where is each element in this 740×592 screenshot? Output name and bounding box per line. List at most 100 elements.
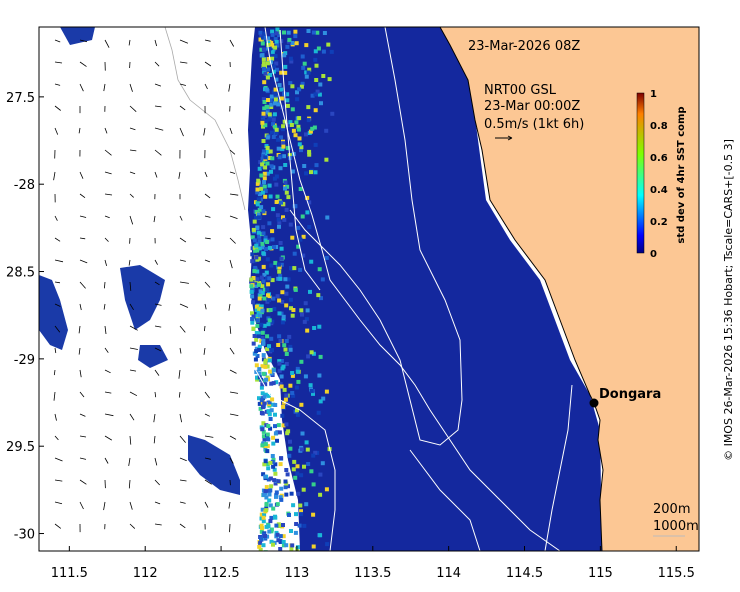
current-vector xyxy=(154,61,160,67)
sst-pixel xyxy=(279,200,283,205)
current-vector xyxy=(179,83,186,86)
current-vector xyxy=(104,127,108,134)
current-vector xyxy=(79,171,84,179)
sst-pixel xyxy=(254,308,259,313)
sst-pixel xyxy=(265,240,270,244)
lon-tick-label: 113 xyxy=(285,566,310,581)
sst-pixel xyxy=(264,87,269,92)
sst-pixel xyxy=(265,462,270,466)
sst-pixel xyxy=(276,146,281,151)
sst-pixel xyxy=(260,308,265,313)
sst-pixel xyxy=(252,280,257,285)
current-vector xyxy=(179,215,183,221)
sst-pixel xyxy=(278,534,283,539)
current-vector xyxy=(79,391,85,398)
sst-pixel xyxy=(288,56,293,61)
date-label: 23-Mar-2026 08Z xyxy=(468,39,580,54)
sst-pixel xyxy=(286,277,291,282)
current-vector xyxy=(104,171,112,175)
sst-pixel xyxy=(304,43,309,48)
sst-pixel xyxy=(274,494,278,499)
sst-pixel xyxy=(254,314,259,319)
current-vector xyxy=(104,391,112,394)
sst-pixel xyxy=(285,431,290,436)
sst-pixel xyxy=(304,440,309,445)
sst-pixel xyxy=(302,523,307,528)
sst-pixel xyxy=(258,547,263,551)
sst-pixel xyxy=(320,461,325,466)
current-vector xyxy=(54,347,57,354)
sst-pixel xyxy=(276,522,281,527)
sst-pixel xyxy=(307,225,312,229)
sst-pixel xyxy=(269,381,274,386)
sst-pixel xyxy=(312,125,317,130)
sst-pixel xyxy=(269,263,274,268)
current-vector xyxy=(178,369,181,379)
sst-pixel xyxy=(295,366,300,371)
sst-pixel xyxy=(278,241,283,245)
sst-pixel xyxy=(292,459,297,464)
current-vector xyxy=(79,457,87,460)
current-vector xyxy=(228,83,231,92)
current-vector xyxy=(129,105,137,112)
sst-pixel xyxy=(318,399,323,404)
sst-pixel xyxy=(259,322,264,327)
sst-pixel xyxy=(267,344,271,349)
current-vector xyxy=(78,325,81,334)
sst-pixel xyxy=(294,120,299,125)
sst-pixel xyxy=(276,262,281,267)
sst-pixel xyxy=(261,519,266,524)
sst-pixel xyxy=(294,385,299,390)
sst-pixel xyxy=(264,485,269,490)
sst-pixel xyxy=(268,503,273,508)
sst-pixel xyxy=(283,479,288,484)
current-vector xyxy=(79,237,86,240)
sst-pixel xyxy=(273,403,278,407)
sst-pixel xyxy=(283,51,288,56)
current-vector xyxy=(229,237,236,244)
sst-pixel xyxy=(290,41,295,45)
sst-pixel xyxy=(301,487,306,492)
sst-pixel xyxy=(327,77,332,82)
current-vector xyxy=(179,281,189,284)
sst-pixel xyxy=(257,215,261,220)
sst-pixel xyxy=(257,239,262,244)
sst-pixel xyxy=(291,467,296,472)
current-vector xyxy=(229,149,236,155)
current-vector xyxy=(54,127,59,135)
sst-pixel xyxy=(249,284,254,289)
sst-pixel xyxy=(317,267,322,272)
sst-pixel xyxy=(318,472,323,477)
sst-pixel xyxy=(265,287,270,292)
sst-pixel xyxy=(265,347,270,352)
sst-pixel xyxy=(290,84,295,89)
sst-pixel xyxy=(269,484,274,489)
sst-pixel xyxy=(265,432,270,437)
sst-pixel xyxy=(301,234,306,239)
sst-pixel xyxy=(280,127,285,132)
sst-pixel xyxy=(317,324,322,329)
current-vector xyxy=(79,83,84,92)
sst-pixel xyxy=(253,265,258,270)
current-vector xyxy=(229,523,231,533)
current-vector xyxy=(204,83,208,90)
sst-pixel xyxy=(262,512,267,517)
sst-pixel xyxy=(259,523,264,528)
sst-pixel xyxy=(258,197,263,202)
sst-pixel xyxy=(279,70,284,75)
sst-pixel xyxy=(254,243,259,248)
current-vector xyxy=(128,479,131,489)
lon-tick-label: 114.5 xyxy=(506,566,543,581)
sst-pixel xyxy=(261,35,265,40)
sst-pixel xyxy=(264,119,269,124)
sst-pixel xyxy=(270,319,275,324)
sst-pixel xyxy=(262,272,267,277)
sst-pixel xyxy=(271,122,275,127)
lon-tick-label: 112.5 xyxy=(202,566,239,581)
sst-pixel xyxy=(257,344,262,349)
current-vector xyxy=(204,457,211,460)
sst-pixel xyxy=(260,41,265,46)
sst-pixel xyxy=(290,373,295,378)
sst-pixel xyxy=(301,253,306,258)
sst-pixel xyxy=(292,266,297,271)
